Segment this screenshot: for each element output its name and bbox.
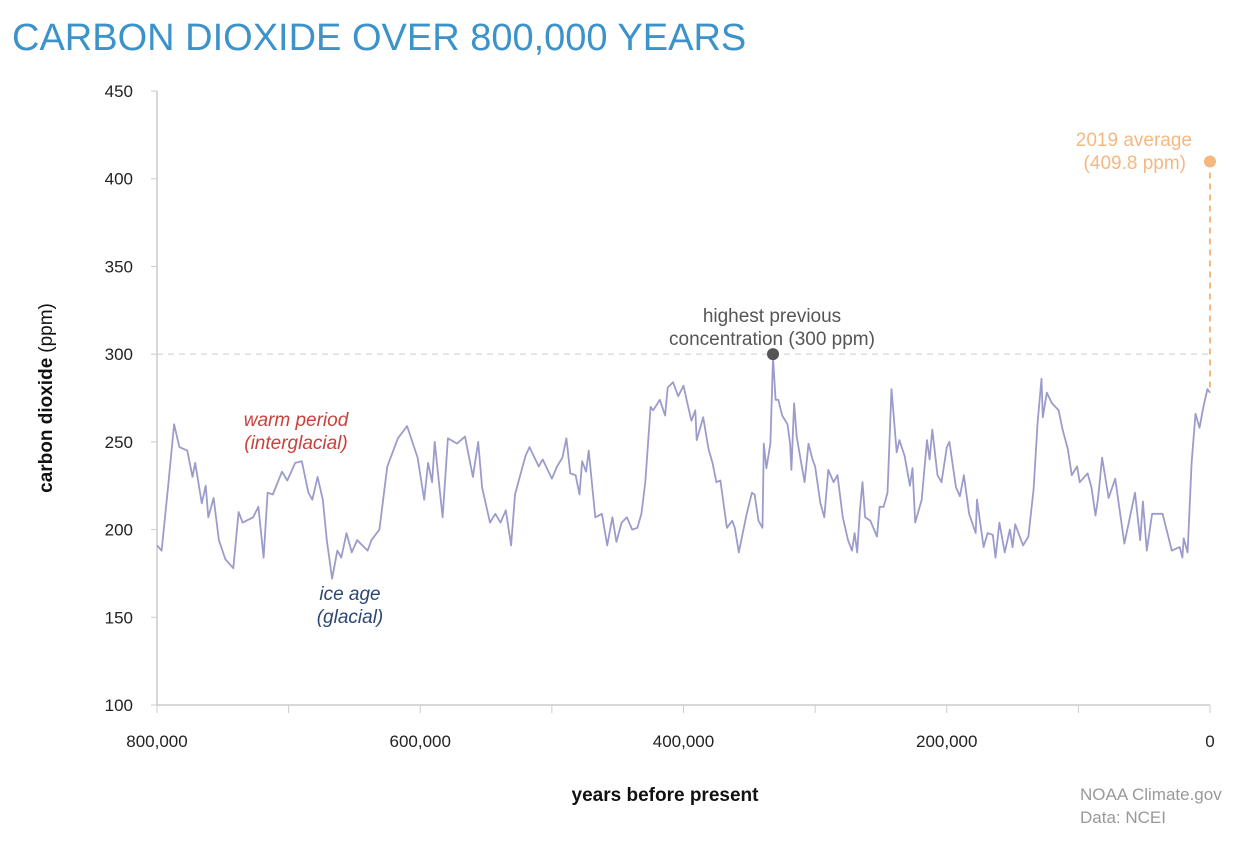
y-tick-label: 350 bbox=[105, 257, 133, 276]
x-tick-label: 600,000 bbox=[390, 732, 451, 751]
ice-age-label-2: (glacial) bbox=[317, 607, 384, 628]
x-axis: 800,000 600,000 400,000 200,000 0 bbox=[126, 704, 1215, 751]
y-tick-label: 400 bbox=[105, 170, 133, 189]
co2-series-line bbox=[156, 356, 1211, 580]
current-label-2: (409.8 ppm) bbox=[1084, 153, 1186, 174]
x-tick-label: 0 bbox=[1205, 732, 1214, 751]
ice-age-label-1: ice age bbox=[319, 584, 380, 605]
y-tick-label: 450 bbox=[105, 82, 133, 101]
y-axis-label-main: carbon dioxide bbox=[36, 358, 57, 493]
x-axis-label: years before present bbox=[572, 785, 760, 806]
y-tick-label: 100 bbox=[105, 696, 133, 715]
previous-max-point bbox=[767, 348, 780, 361]
y-tick-label: 250 bbox=[105, 433, 133, 452]
x-tick-label: 800,000 bbox=[126, 732, 187, 751]
previous-max-label-1: highest previous bbox=[703, 306, 841, 327]
credit-source: NOAA Climate.gov bbox=[1080, 785, 1222, 804]
warm-period-label-1: warm period bbox=[244, 410, 350, 431]
y-tick-label: 200 bbox=[105, 521, 133, 540]
x-tick-label: 400,000 bbox=[653, 732, 714, 751]
y-tick-label: 150 bbox=[105, 608, 133, 627]
previous-max-label-2: concentration (300 ppm) bbox=[669, 329, 875, 350]
chart-title: CARBON DIOXIDE OVER 800,000 YEARS bbox=[12, 17, 746, 59]
y-tick-label: 300 bbox=[105, 345, 133, 364]
y-axis: 100 150 200 250 300 350 400 450 bbox=[105, 82, 158, 715]
current-value-point bbox=[1204, 155, 1216, 168]
y-axis-label-unit: (ppm) bbox=[36, 303, 57, 353]
x-tick-label: 200,000 bbox=[916, 732, 977, 751]
y-axis-label: carbon dioxide (ppm) bbox=[36, 303, 57, 493]
warm-period-label-2: (interglacial) bbox=[244, 433, 347, 454]
credit-data: Data: NCEI bbox=[1080, 808, 1166, 827]
current-label-1: 2019 average bbox=[1076, 130, 1192, 151]
